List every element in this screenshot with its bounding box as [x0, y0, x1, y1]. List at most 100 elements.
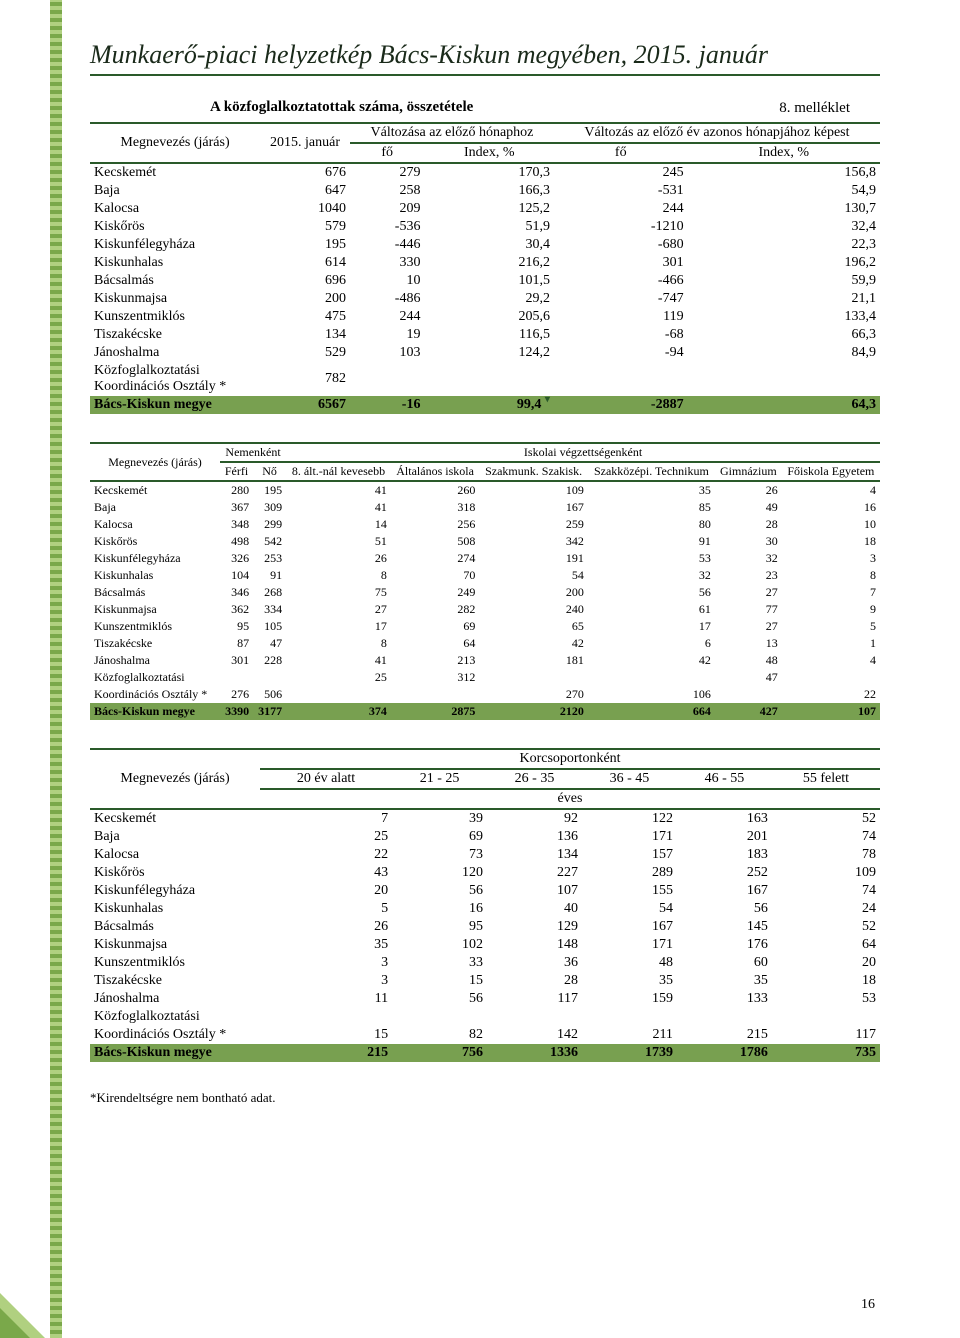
table-cell: 56 — [392, 882, 487, 900]
table-cell: 252 — [677, 864, 772, 882]
table-cell — [220, 669, 253, 686]
table-cell: 107 — [487, 882, 582, 900]
table-cell: 145 — [677, 918, 772, 936]
table-cell: -1210 — [554, 218, 688, 236]
table-cell — [260, 1008, 392, 1026]
table-cell: 318 — [391, 499, 480, 516]
table-cell: 258 — [350, 182, 424, 200]
table-cell: 301 — [220, 652, 253, 669]
table-cell: 20 — [772, 954, 880, 972]
t2-h-fo: Főiskola Egyetem — [782, 462, 880, 481]
table-cell: Kiskunmajsa — [90, 290, 260, 308]
table-cell: 36 — [487, 954, 582, 972]
table-cell: 171 — [582, 828, 677, 846]
table-cell: 195 — [253, 481, 286, 499]
t1-h-fo2: fő — [554, 143, 688, 163]
table-cell: 53 — [772, 990, 880, 1008]
table-cell: 268 — [253, 584, 286, 601]
table-cell: 167 — [479, 499, 588, 516]
table-row: Kiskunhalas104918705432238 — [90, 567, 880, 584]
t1-h-name: Megnevezés (járás) — [90, 123, 260, 163]
table-cell: 196,2 — [688, 254, 880, 272]
table-cell: 2875 — [391, 703, 480, 720]
table-cell: 181 — [479, 652, 588, 669]
t1-h-jan: 2015. január — [260, 123, 350, 163]
table-cell: 80 — [588, 516, 715, 533]
table-cell: 200 — [260, 290, 350, 308]
table-cell: 54 — [479, 567, 588, 584]
t1-h-fo1: fő — [350, 143, 424, 163]
page-header: Munkaerő-piaci helyzetkép Bács-Kiskun me… — [90, 40, 880, 76]
table-cell — [782, 669, 880, 686]
table-row: Baja647258166,3-53154,9 — [90, 182, 880, 200]
table-cell: 16 — [782, 499, 880, 516]
table-cell: 309 — [253, 499, 286, 516]
table-cell: 157 — [582, 846, 677, 864]
corner-decoration — [0, 1293, 45, 1338]
table-cell: 11 — [260, 990, 392, 1008]
table-cell: 78 — [772, 846, 880, 864]
t2-h-szakk: Szakközépi. Technikum — [588, 462, 715, 481]
table-cell: 19 — [350, 326, 424, 344]
table-cell: 270 — [479, 686, 588, 703]
table-row: Közfoglalkoztatási2531247 — [90, 669, 880, 686]
table-cell: -16 — [350, 396, 424, 414]
table-cell: 28 — [487, 972, 582, 990]
table-cell: 276 — [220, 686, 253, 703]
table-row: Bácsalmás69610101,5-46659,9 — [90, 272, 880, 290]
table-cell: 282 — [391, 601, 480, 618]
table-cell: 52 — [772, 809, 880, 828]
t3-h-s2: 21 - 25 — [392, 769, 487, 789]
table-cell: 1336 — [487, 1044, 582, 1062]
table-cell: 51,9 — [424, 218, 553, 236]
table-cell: 42 — [479, 635, 588, 652]
table-row: Koordinációs Osztály *1582142211215117 — [90, 1026, 880, 1044]
table-cell: Bácsalmás — [90, 272, 260, 290]
t3-h-s4: 36 - 45 — [582, 769, 677, 789]
table-row: Baja36730941318167854916 — [90, 499, 880, 516]
t2-h-grp1: Nemenként — [220, 443, 286, 462]
table-cell — [688, 362, 880, 396]
table-cell: 1786 — [677, 1044, 772, 1062]
table-cell: 334 — [253, 601, 286, 618]
table-cell: 289 — [582, 864, 677, 882]
table-cell: 74 — [772, 882, 880, 900]
table-cell: -68 — [554, 326, 688, 344]
table-cell: 7 — [260, 809, 392, 828]
table-cell: 116,5 — [424, 326, 553, 344]
table-cell — [588, 669, 715, 686]
table-cell: Kiskunmajsa — [90, 601, 220, 618]
table-cell: 40 — [487, 900, 582, 918]
t3-h-unit: éves — [260, 789, 880, 809]
table-cell: Koordinációs Osztály * — [90, 686, 220, 703]
table-cell: 101,5 — [424, 272, 553, 290]
footnote: *Kirendeltségre nem bontható adat. — [90, 1090, 880, 1106]
table-cell: Kunszentmiklós — [90, 954, 260, 972]
t2-h-gimn: Gimnázium — [715, 462, 782, 481]
table-cell: 95 — [220, 618, 253, 635]
t3-h-s1: 20 év alatt — [260, 769, 392, 789]
t2-h-ferfi: Férfi — [220, 462, 253, 481]
table-cell: 301 — [554, 254, 688, 272]
table-cell: 35 — [677, 972, 772, 990]
table-cell: 342 — [479, 533, 588, 550]
table-cell: 64,3 — [688, 396, 880, 414]
table-cell: 129 — [487, 918, 582, 936]
table-row: Kecskemét2801954126010935264 — [90, 481, 880, 499]
table-cell: 18 — [772, 972, 880, 990]
table-cell: 664 — [588, 703, 715, 720]
table-cell: 8 — [286, 635, 391, 652]
table-cell — [554, 362, 688, 396]
table-cell: Kiskunhalas — [90, 254, 260, 272]
table-cell: 171 — [582, 936, 677, 954]
table-cell: 201 — [677, 828, 772, 846]
table-cell: 35 — [588, 481, 715, 499]
table-cell: 205,6 — [424, 308, 553, 326]
table-cell: 70 — [391, 567, 480, 584]
table-cell — [424, 362, 553, 396]
table-cell: 15 — [392, 972, 487, 990]
section-title: A közfoglalkoztatottak száma, összetétel… — [90, 99, 880, 116]
table-cell: 374 — [286, 703, 391, 720]
table-row: Kalocsa34829914256259802810 — [90, 516, 880, 533]
table-cell: Baja — [90, 828, 260, 846]
